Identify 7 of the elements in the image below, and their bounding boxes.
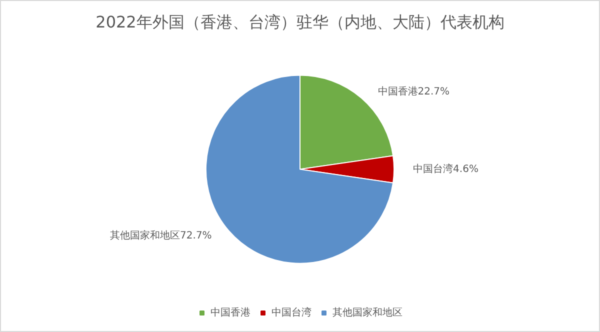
legend-label: 中国香港 xyxy=(210,306,250,318)
category-label: 中国台湾4.6% xyxy=(413,164,478,175)
category-label: 中国香港22.7% xyxy=(378,86,450,98)
category-label: 其他国家和地区72.7% xyxy=(110,230,212,242)
legend-label: 中国台湾 xyxy=(272,306,312,318)
chart-title: 2022年外国（香港、台湾）驻华（内地、大陆）代表机构 xyxy=(96,12,504,32)
legend-label: 其他国家和地区 xyxy=(332,306,402,318)
